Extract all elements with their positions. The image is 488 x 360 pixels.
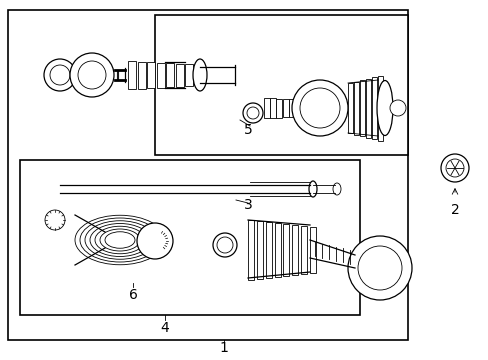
Ellipse shape — [100, 229, 140, 251]
Circle shape — [213, 233, 237, 257]
Circle shape — [44, 59, 76, 91]
Bar — [288, 99, 294, 117]
Ellipse shape — [90, 224, 150, 257]
Ellipse shape — [193, 59, 206, 91]
Circle shape — [117, 78, 119, 80]
Circle shape — [217, 237, 232, 253]
Bar — [371, 77, 376, 139]
Circle shape — [299, 88, 339, 128]
Bar — [256, 221, 263, 279]
Circle shape — [50, 65, 70, 85]
Bar — [292, 225, 298, 275]
Bar — [264, 98, 269, 118]
Circle shape — [70, 53, 114, 97]
Bar — [270, 98, 276, 118]
Bar — [265, 222, 271, 278]
Circle shape — [291, 80, 347, 136]
Bar — [147, 62, 155, 88]
Ellipse shape — [376, 81, 392, 135]
Polygon shape — [155, 15, 407, 155]
Circle shape — [45, 210, 65, 230]
Circle shape — [117, 72, 119, 74]
Bar — [185, 64, 193, 86]
Bar — [283, 224, 289, 276]
Bar — [156, 63, 164, 87]
Text: 1: 1 — [219, 341, 228, 355]
Ellipse shape — [85, 221, 155, 259]
Circle shape — [440, 154, 468, 182]
Bar — [365, 78, 370, 138]
Text: 5: 5 — [243, 123, 252, 137]
Bar — [166, 63, 174, 87]
Bar — [377, 76, 382, 140]
Bar — [359, 80, 364, 136]
Ellipse shape — [80, 218, 160, 262]
Bar — [247, 220, 253, 280]
Bar — [176, 63, 183, 86]
Ellipse shape — [308, 181, 316, 197]
Circle shape — [117, 76, 119, 78]
Circle shape — [357, 246, 401, 290]
Circle shape — [117, 74, 119, 76]
Circle shape — [78, 61, 106, 89]
Bar — [353, 81, 358, 135]
Circle shape — [347, 236, 411, 300]
Ellipse shape — [105, 232, 135, 248]
Circle shape — [389, 100, 405, 116]
Circle shape — [243, 103, 263, 123]
Text: 4: 4 — [160, 321, 169, 335]
Bar — [294, 99, 301, 117]
Ellipse shape — [95, 226, 145, 254]
Bar — [282, 99, 288, 117]
Bar — [195, 64, 203, 86]
Bar — [137, 62, 145, 89]
Text: 2: 2 — [450, 203, 458, 217]
Text: 3: 3 — [243, 198, 252, 212]
Bar — [347, 83, 352, 133]
Text: 6: 6 — [128, 288, 137, 302]
Bar — [276, 99, 282, 117]
Circle shape — [137, 223, 173, 259]
Polygon shape — [20, 160, 359, 315]
Ellipse shape — [75, 215, 164, 265]
Bar — [301, 226, 306, 274]
Bar — [309, 227, 315, 273]
Circle shape — [445, 159, 463, 177]
Ellipse shape — [150, 230, 163, 252]
Circle shape — [117, 70, 119, 72]
Bar — [8, 10, 407, 340]
Ellipse shape — [332, 183, 340, 195]
Bar — [128, 61, 136, 89]
Bar — [274, 223, 280, 277]
Circle shape — [246, 107, 259, 119]
